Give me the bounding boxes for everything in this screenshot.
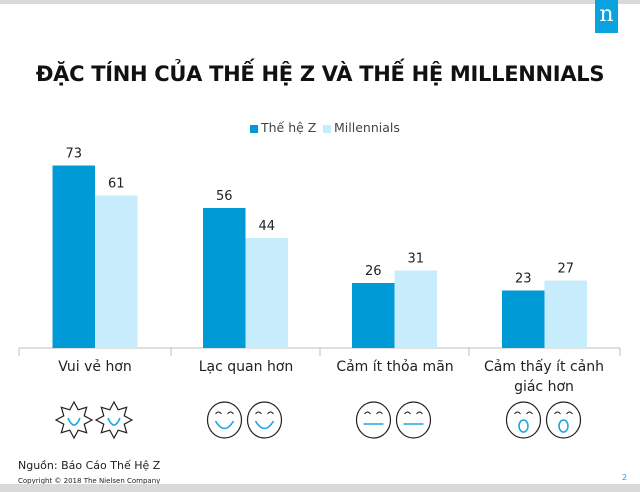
category-label: Cảm ít thỏa mãn	[336, 359, 454, 375]
neutral-face-icon	[395, 401, 432, 439]
bar-gen-z	[203, 208, 246, 348]
legend-label-millennials: Millennials	[334, 120, 400, 135]
category-label: Vui vẻ hơn	[58, 359, 132, 375]
bar-millennials	[544, 280, 587, 348]
legend-swatch-gen-z	[250, 125, 258, 133]
source-note: Nguồn: Báo Cáo Thế Hệ Z	[18, 459, 161, 472]
data-label: 61	[108, 177, 125, 192]
legend-label-gen-z: Thế hệ Z	[261, 120, 317, 135]
top-border	[0, 0, 640, 4]
copyright: Copyright © 2018 The Nielsen Company	[18, 477, 161, 485]
bar-gen-z	[352, 283, 395, 348]
data-label: 23	[515, 272, 532, 287]
smiling-sun-icon	[94, 400, 134, 440]
data-label: 73	[65, 147, 82, 162]
category-label: Lạc quan hơn	[198, 359, 294, 375]
data-label: 26	[365, 264, 382, 279]
smiling-sun-icon	[54, 400, 94, 440]
nielsen-logo: n	[595, 0, 618, 33]
data-label: 31	[407, 252, 424, 267]
category-label: Cảm thấy ít cảnh giác hơn	[484, 359, 604, 395]
bottom-border	[0, 484, 640, 492]
surprised-face-icon	[545, 401, 582, 439]
bar-gen-z	[52, 165, 95, 348]
bar-millennials	[95, 195, 138, 348]
page-number: 2	[622, 473, 628, 482]
bar-millennials	[394, 270, 437, 348]
data-label: 56	[216, 189, 233, 204]
chart-title: ĐẶC TÍNH CỦA THẾ HỆ Z VÀ THẾ HỆ MILLENNI…	[35, 62, 605, 86]
legend-swatch-millennials	[323, 125, 331, 133]
data-label: 44	[258, 219, 275, 234]
bar-gen-z	[502, 290, 545, 348]
surprised-face-icon	[505, 401, 542, 439]
neutral-face-icon	[355, 401, 392, 439]
smiling-face-icon	[246, 401, 283, 439]
smiling-face-icon	[206, 401, 243, 439]
data-label: 27	[557, 262, 574, 277]
bar-millennials	[245, 238, 288, 348]
